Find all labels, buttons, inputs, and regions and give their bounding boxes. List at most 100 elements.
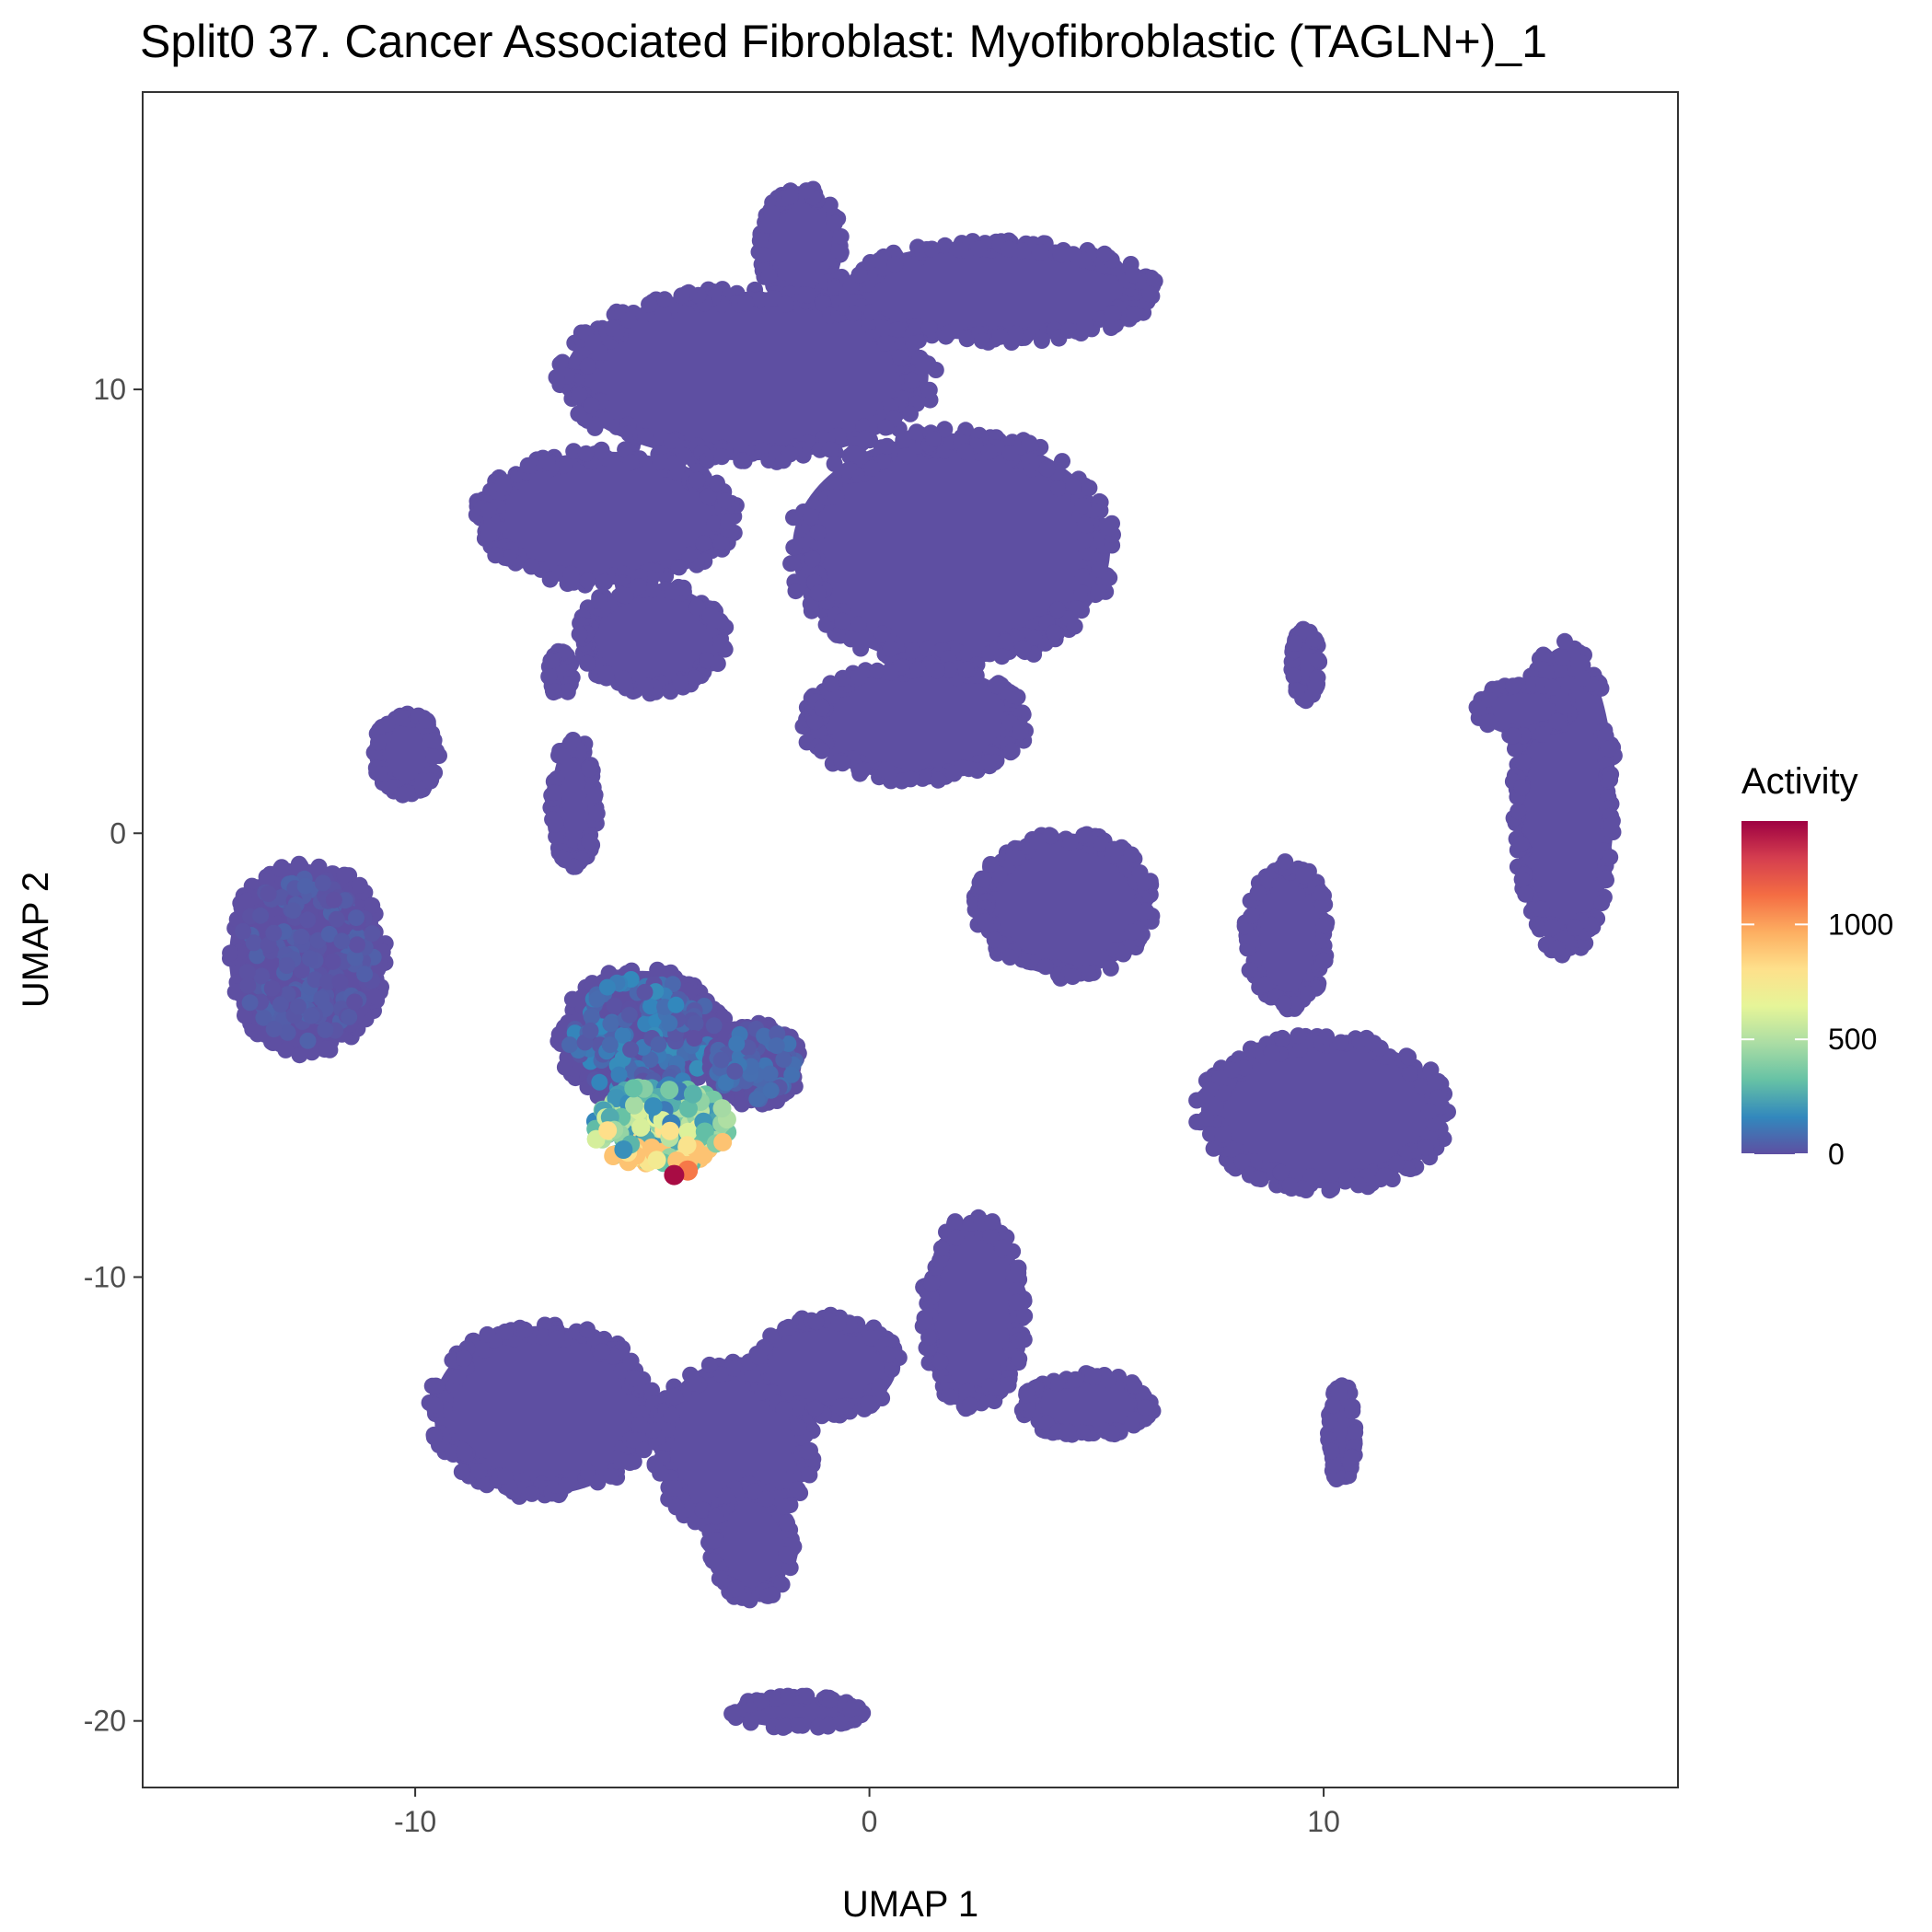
cell-point <box>1060 322 1077 340</box>
cell-point <box>1016 1307 1034 1325</box>
cell-point <box>819 1718 837 1735</box>
cell-point <box>272 996 289 1013</box>
cell-point <box>1597 870 1614 887</box>
cell-point <box>364 925 381 943</box>
cell-point <box>625 1370 642 1387</box>
cell-point <box>931 1353 949 1371</box>
cell-point <box>1375 1167 1393 1185</box>
cell-point <box>1014 640 1032 657</box>
cell-point <box>717 492 735 510</box>
cell-point <box>875 319 893 337</box>
cell-point <box>255 1009 272 1026</box>
cell-point <box>619 311 637 329</box>
cell-point <box>1401 1065 1418 1082</box>
cell-point <box>1531 920 1548 938</box>
cell-point <box>670 559 688 576</box>
cell-point <box>727 1579 745 1597</box>
cell-point <box>1125 266 1142 283</box>
cell-point <box>919 640 936 657</box>
cell-point <box>809 584 827 602</box>
cell-point <box>850 669 868 687</box>
cell-point <box>642 1051 659 1069</box>
x-axis-title: UMAP 1 <box>842 1884 978 1925</box>
cell-point <box>746 1483 763 1500</box>
cell-point <box>893 772 910 790</box>
cell-point <box>1300 985 1316 1002</box>
cell-point <box>1318 1028 1336 1046</box>
cell-point <box>1123 846 1140 863</box>
cell-point <box>1078 543 1095 561</box>
cell-point <box>667 1498 685 1516</box>
cell-point <box>687 1014 704 1032</box>
cell-point <box>979 754 997 771</box>
cell-point <box>644 581 662 598</box>
cell-point <box>346 993 364 1011</box>
cell-point <box>862 1329 880 1347</box>
cell-point <box>538 454 556 471</box>
cell-point <box>1015 1331 1033 1348</box>
cell-point <box>620 1006 638 1024</box>
cell-point <box>561 1036 578 1054</box>
cell-point <box>637 428 654 445</box>
cell-point <box>855 430 873 447</box>
cell-point <box>989 677 1006 695</box>
cell-point <box>1325 1396 1342 1414</box>
cell-point <box>602 1015 619 1033</box>
cell-point <box>660 1121 679 1140</box>
cell-point <box>559 683 576 700</box>
cell-point <box>1246 1152 1263 1170</box>
cell-point <box>341 1008 358 1025</box>
cell-point <box>291 1047 308 1064</box>
cell-point <box>391 709 409 726</box>
cell-point <box>878 437 896 455</box>
cell-point <box>909 661 927 678</box>
cell-point <box>1344 1398 1361 1416</box>
cell-point <box>1323 1442 1340 1460</box>
cell-point <box>1536 648 1554 665</box>
cell-point <box>681 546 699 563</box>
cell-point <box>487 547 504 564</box>
cell-point <box>940 661 957 678</box>
cell-point <box>371 765 388 782</box>
cell-point <box>1124 1415 1140 1431</box>
cell-point <box>718 1487 735 1504</box>
cell-point <box>845 305 862 322</box>
cell-point <box>584 334 602 352</box>
cell-point <box>596 573 614 591</box>
cell-point <box>238 892 256 909</box>
cell-point <box>751 232 769 249</box>
cell-point <box>1556 632 1573 650</box>
cell-point <box>856 629 873 646</box>
cell-point <box>660 1081 679 1100</box>
cell-point <box>425 732 443 749</box>
cell-point <box>1330 1382 1348 1400</box>
cell-point <box>1504 677 1521 695</box>
cell-point <box>942 1388 959 1406</box>
cell-point <box>1241 962 1258 979</box>
cell-point <box>863 459 881 477</box>
cell-point <box>279 1024 296 1041</box>
cell-point <box>879 1346 897 1363</box>
cell-point <box>1570 658 1587 675</box>
cell-point <box>984 1213 1001 1231</box>
cell-point <box>1093 835 1110 852</box>
cell-point <box>1090 584 1107 601</box>
cell-point <box>688 1059 706 1077</box>
cell-point <box>748 1090 766 1107</box>
cell-point <box>869 662 886 679</box>
cell-point <box>571 626 588 642</box>
cell-point <box>625 1095 643 1115</box>
cell-point <box>1126 1377 1143 1394</box>
cell-point <box>622 454 640 471</box>
cell-point <box>1537 665 1555 681</box>
cell-point <box>646 1455 664 1473</box>
cell-point <box>931 1252 949 1269</box>
cell-point <box>783 1066 801 1083</box>
cell-point <box>781 445 799 463</box>
cell-point <box>422 772 439 790</box>
cell-point <box>1029 833 1047 850</box>
cell-point <box>850 616 867 633</box>
cell-point <box>314 874 331 892</box>
cell-point <box>1105 840 1123 858</box>
cell-point <box>614 1026 631 1044</box>
